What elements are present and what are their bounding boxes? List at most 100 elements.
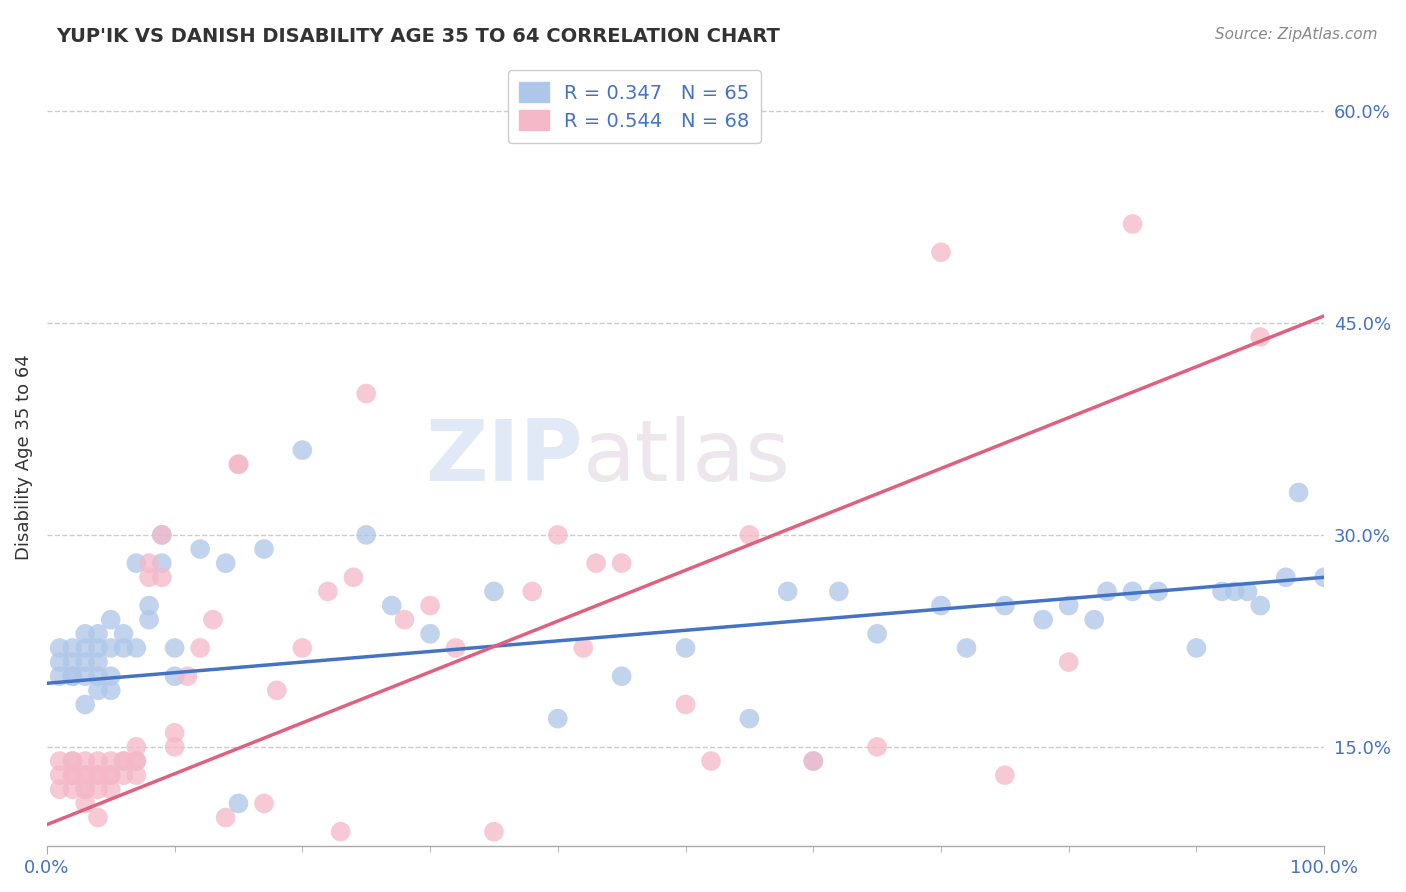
Point (354, 528, 377, 542)
Point (87, 655, 110, 669)
Point (87, 768, 110, 782)
Point (215, 556, 238, 570)
Point (675, 640, 697, 655)
Point (62, 768, 84, 782)
Point (87, 782, 110, 797)
Point (62, 655, 84, 669)
Point (112, 640, 135, 655)
Point (929, 599, 952, 613)
Point (62, 754, 84, 768)
Point (100, 683, 122, 698)
Point (444, 640, 467, 655)
Point (228, 457, 250, 471)
Y-axis label: Disability Age 35 to 64: Disability Age 35 to 64 (15, 354, 32, 560)
Point (150, 528, 173, 542)
Point (163, 725, 186, 739)
Text: YUP'IK VS DANISH DISABILITY AGE 35 TO 64 CORRELATION CHART: YUP'IK VS DANISH DISABILITY AGE 35 TO 64… (56, 27, 780, 45)
Point (48, 768, 70, 782)
Point (125, 768, 148, 782)
Point (1122, 584, 1144, 599)
Point (1223, 584, 1246, 599)
Point (75, 768, 97, 782)
Point (87, 811, 110, 825)
Point (138, 599, 160, 613)
Point (112, 754, 135, 768)
Point (738, 712, 761, 726)
Point (253, 797, 276, 811)
Point (1083, 613, 1105, 627)
Point (150, 528, 173, 542)
Point (48, 640, 70, 655)
Point (1211, 584, 1233, 599)
Point (675, 698, 697, 712)
Point (112, 754, 135, 768)
Point (75, 754, 97, 768)
Point (188, 640, 211, 655)
Point (87, 669, 110, 683)
Point (291, 640, 314, 655)
Point (62, 669, 84, 683)
Point (62, 669, 84, 683)
Point (547, 528, 569, 542)
Point (776, 584, 799, 599)
Text: atlas: atlas (583, 416, 792, 499)
Point (75, 655, 97, 669)
Point (163, 640, 186, 655)
Point (994, 768, 1017, 782)
Point (955, 640, 977, 655)
Legend: R = 0.347   N = 65, R = 0.544   N = 68: R = 0.347 N = 65, R = 0.544 N = 68 (508, 70, 761, 143)
Point (138, 613, 160, 627)
Point (394, 613, 416, 627)
Point (87, 754, 110, 768)
Point (419, 599, 441, 613)
Text: Source: ZipAtlas.com: Source: ZipAtlas.com (1215, 27, 1378, 42)
Point (329, 824, 352, 838)
Point (125, 640, 148, 655)
Point (48, 782, 70, 797)
Point (381, 599, 404, 613)
Point (1275, 570, 1298, 584)
Point (100, 613, 122, 627)
Point (1095, 584, 1118, 599)
Point (100, 669, 122, 683)
Point (994, 599, 1017, 613)
Point (75, 768, 97, 782)
Point (866, 627, 889, 641)
Point (150, 570, 173, 584)
Point (62, 782, 84, 797)
Point (87, 640, 110, 655)
Point (1147, 584, 1170, 599)
Point (125, 754, 148, 768)
Point (215, 811, 238, 825)
Point (125, 754, 148, 768)
Point (316, 584, 339, 599)
Point (228, 457, 250, 471)
Point (572, 640, 595, 655)
Point (75, 669, 97, 683)
Point (1313, 570, 1336, 584)
Point (1057, 655, 1080, 669)
Point (1288, 485, 1310, 500)
Point (354, 386, 377, 401)
Point (801, 754, 824, 768)
Point (163, 739, 186, 754)
Point (75, 797, 97, 811)
Point (75, 782, 97, 797)
Point (62, 754, 84, 768)
Point (112, 627, 135, 641)
Point (138, 570, 160, 584)
Point (801, 754, 824, 768)
Point (585, 556, 607, 570)
Point (75, 782, 97, 797)
Point (188, 541, 211, 556)
Point (87, 683, 110, 698)
Text: ZIP: ZIP (426, 416, 583, 499)
Point (201, 613, 224, 627)
Point (48, 754, 70, 768)
Point (1236, 584, 1258, 599)
Point (100, 782, 122, 797)
Point (610, 556, 633, 570)
Point (163, 669, 186, 683)
Point (176, 669, 198, 683)
Point (1249, 330, 1271, 344)
